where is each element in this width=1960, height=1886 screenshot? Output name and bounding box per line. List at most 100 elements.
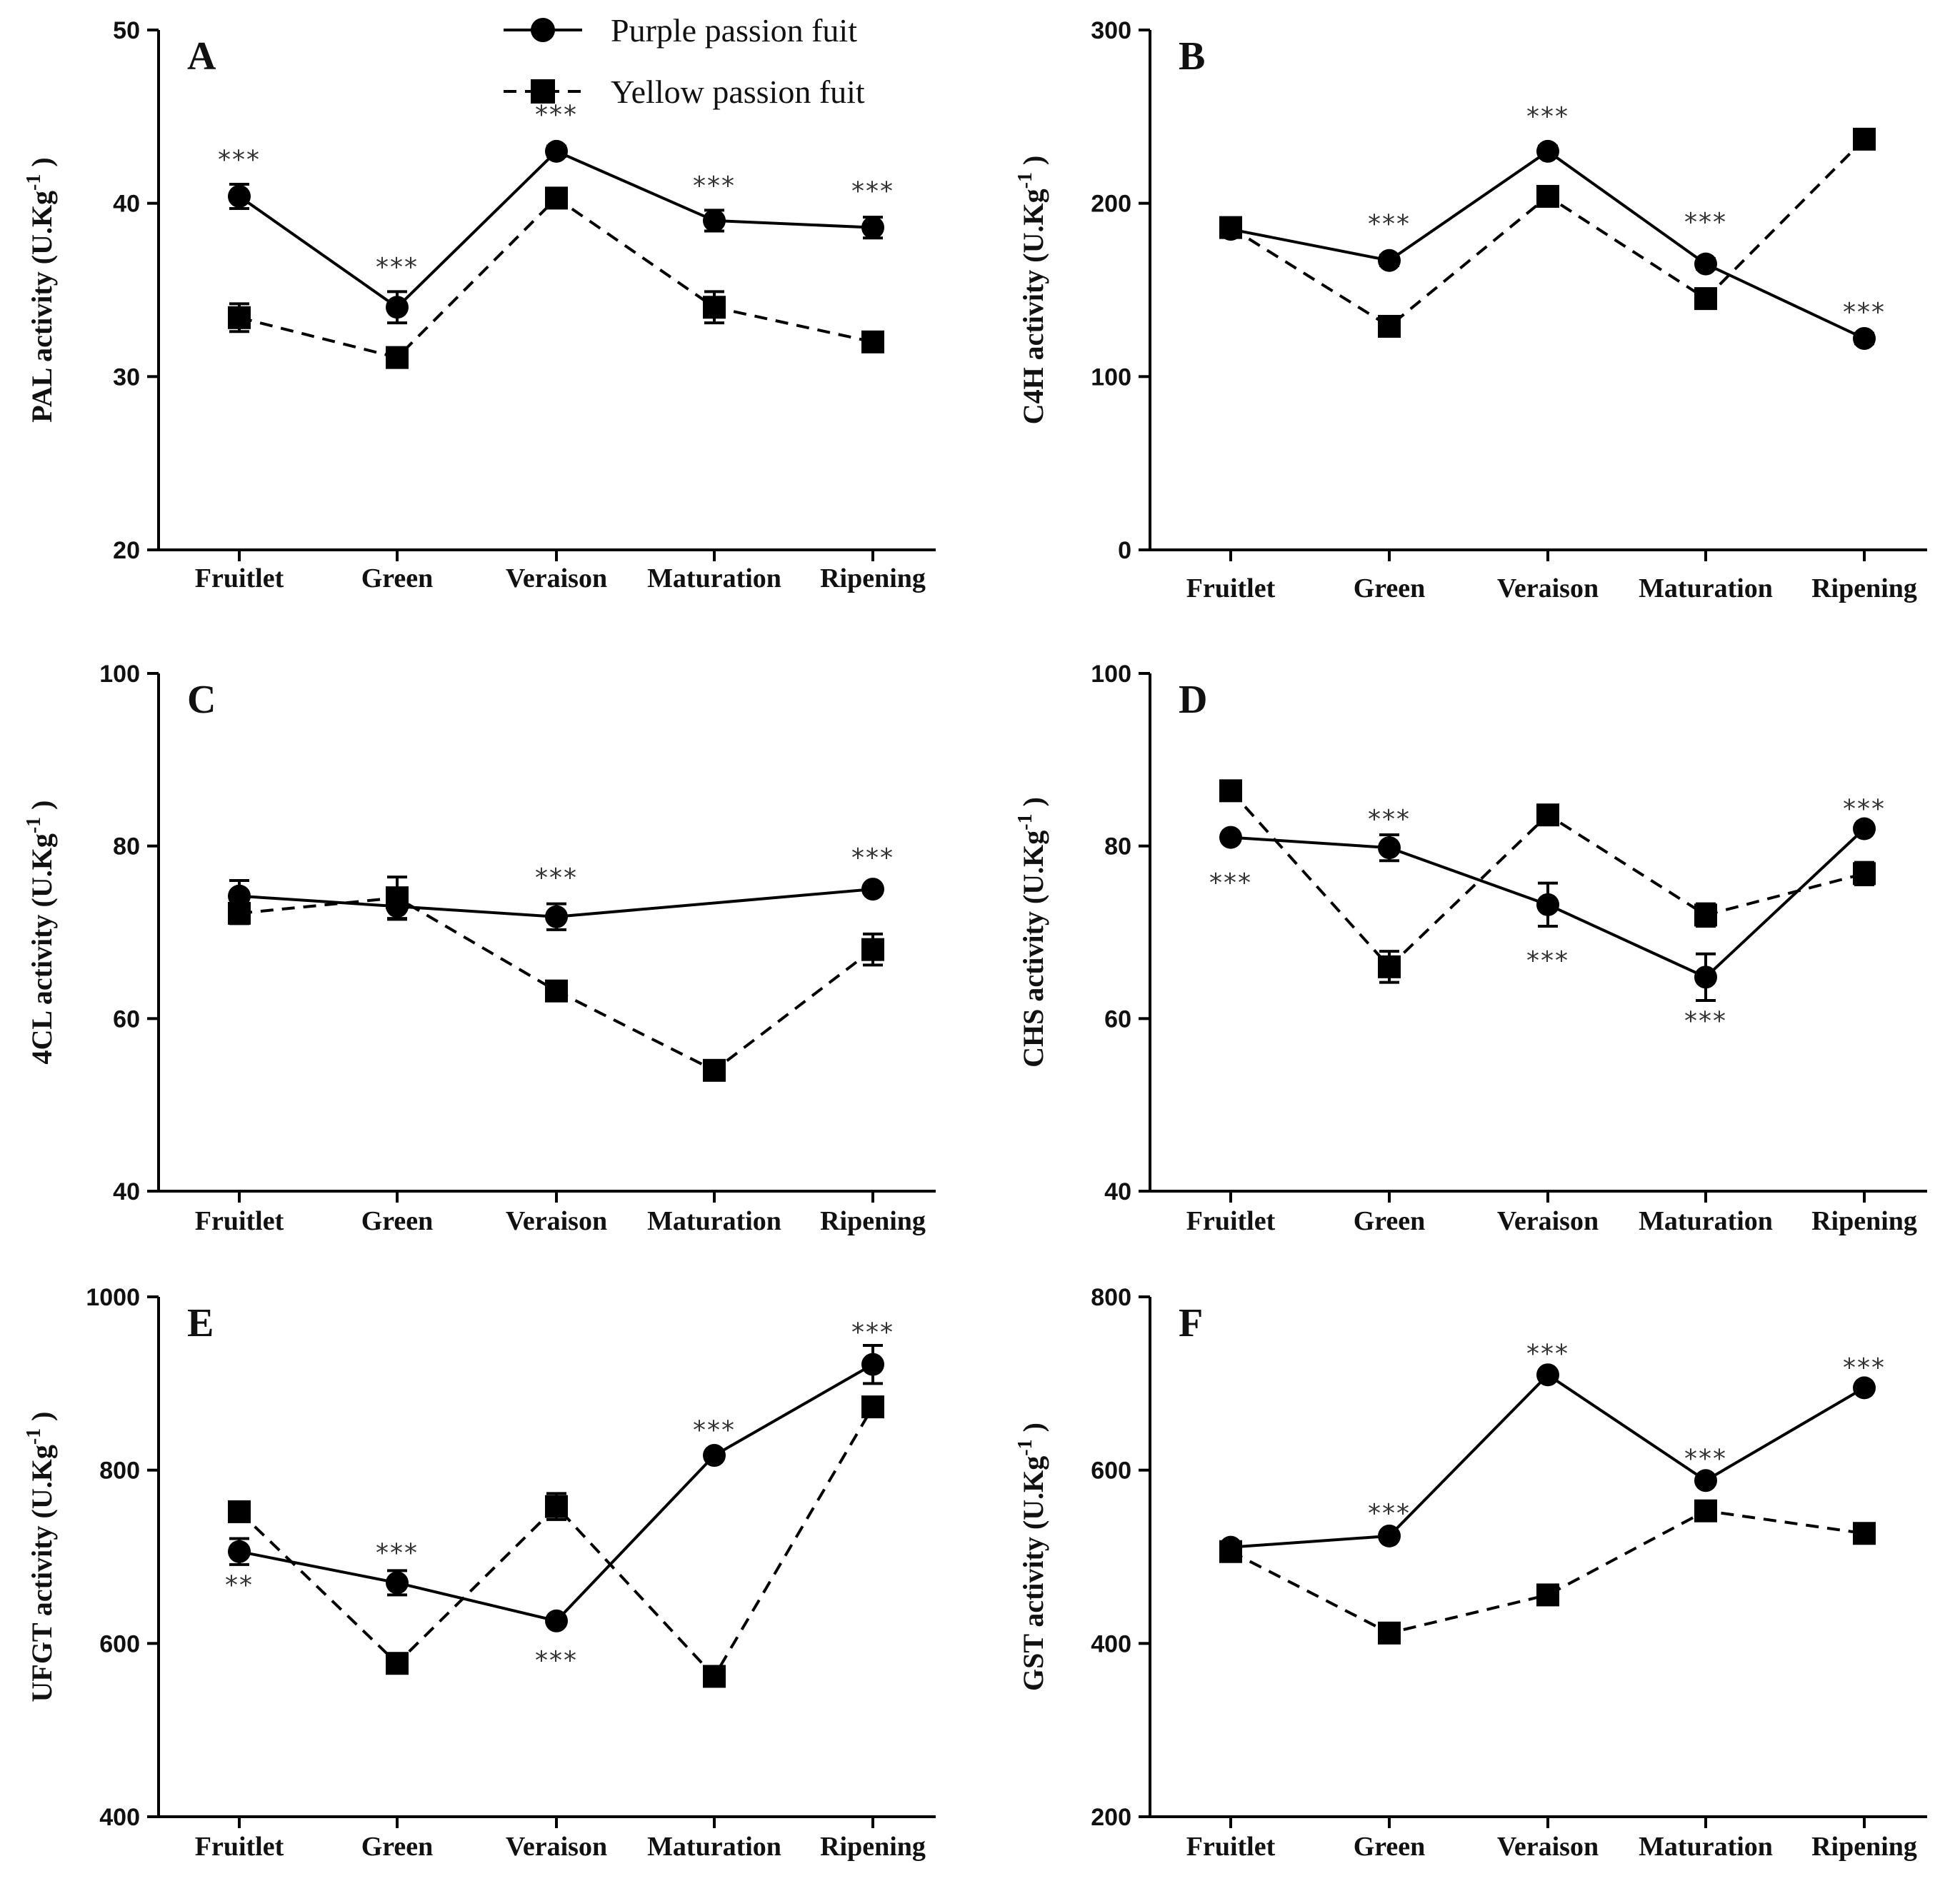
y-tick-label: 400 bbox=[99, 1804, 140, 1831]
significance-marker: *** bbox=[1843, 794, 1886, 823]
series-purple bbox=[1219, 139, 1876, 350]
y-tick-label: 100 bbox=[99, 661, 140, 688]
data-point-circle bbox=[1378, 1524, 1401, 1548]
y-tick-label: 40 bbox=[113, 1178, 140, 1205]
legend-purple-label: Purple passion fuit bbox=[611, 12, 857, 49]
data-point-circle bbox=[228, 884, 251, 908]
x-tick-label-ripening: Ripening bbox=[820, 1206, 926, 1236]
significance-marker: *** bbox=[535, 1646, 578, 1675]
significance-marker: *** bbox=[376, 1539, 419, 1568]
panel-c: 40 60 80 100 Fruitlet Green Veraison Maturation… bbox=[23, 661, 936, 1236]
data-point-circle bbox=[1536, 139, 1559, 163]
data-point-circle bbox=[1853, 817, 1876, 841]
y-tick-label: 800 bbox=[99, 1458, 140, 1485]
x-tick-label-fruitlet: Fruitlet bbox=[195, 563, 284, 593]
data-point-circle bbox=[861, 878, 884, 901]
series-line bbox=[1230, 1373, 1866, 1549]
data-point-square bbox=[1536, 184, 1559, 208]
x-tick-label-ripening: Ripening bbox=[820, 563, 926, 593]
significance-marker: *** bbox=[1368, 1499, 1411, 1528]
significance-marker: *** bbox=[376, 253, 419, 282]
series-purple bbox=[228, 1343, 884, 1632]
significance-marker: *** bbox=[693, 1415, 736, 1445]
y-axis-title-close: ) bbox=[1017, 156, 1049, 172]
panel-letter: E bbox=[187, 1301, 214, 1345]
x-tick-label-maturation: Maturation bbox=[1639, 573, 1773, 603]
y-axis-title-close: ) bbox=[1017, 797, 1049, 813]
y-axis-title-sup: -1 bbox=[1014, 172, 1036, 189]
y-tick-label: 30 bbox=[113, 363, 140, 391]
significance-marker: *** bbox=[851, 176, 894, 206]
data-point-circle bbox=[1694, 965, 1717, 989]
data-point-circle bbox=[386, 1571, 409, 1595]
data-point-square bbox=[386, 1652, 409, 1675]
data-point-circle bbox=[386, 895, 409, 918]
data-point-circle bbox=[545, 139, 568, 163]
y-tick-label: 1000 bbox=[86, 1284, 140, 1311]
panel-letter: A bbox=[187, 34, 216, 79]
y-tick-label: 100 bbox=[1091, 363, 1131, 391]
x-tick-label-ripening: Ripening bbox=[1811, 1206, 1917, 1236]
data-point-square bbox=[545, 1495, 568, 1518]
data-point-square bbox=[1694, 287, 1717, 311]
x-tick-label-fruitlet: Fruitlet bbox=[1186, 1206, 1276, 1236]
y-tick-label: 40 bbox=[1104, 1178, 1131, 1205]
data-point-square bbox=[1378, 314, 1401, 338]
series-line bbox=[1230, 1509, 1865, 1635]
data-point-circle bbox=[1378, 836, 1401, 860]
x-tick-label-green: Green bbox=[361, 1206, 434, 1236]
significance-marker: *** bbox=[1526, 102, 1569, 131]
y-axis-title-close: ) bbox=[26, 801, 58, 817]
x-tick-label-veraison: Veraison bbox=[506, 1832, 607, 1862]
data-point-circle bbox=[1694, 1469, 1717, 1493]
x-tick-label-maturation: Maturation bbox=[647, 1832, 781, 1862]
significance-marker: *** bbox=[851, 1318, 894, 1347]
x-tick-label-fruitlet: Fruitlet bbox=[1186, 1832, 1276, 1862]
data-point-square bbox=[228, 306, 251, 329]
y-axis-title-close: ) bbox=[26, 157, 58, 174]
y-tick-label: 200 bbox=[1091, 1804, 1131, 1831]
y-axis-title-main: 4CL activity (U.Kg bbox=[26, 833, 58, 1064]
series-purple bbox=[1219, 817, 1876, 1002]
data-point-square bbox=[1219, 779, 1242, 803]
y-axis-title-sup: -1 bbox=[1014, 813, 1036, 830]
data-point-circle bbox=[228, 1540, 251, 1563]
data-point-square bbox=[545, 979, 568, 1003]
data-point-circle bbox=[1219, 218, 1242, 241]
panels-layer: 20 30 40 50 Fruitlet Green Veraison Maturation R… bbox=[23, 17, 1927, 1862]
data-point-square bbox=[861, 330, 884, 353]
x-tick-label-maturation: Maturation bbox=[1639, 1206, 1773, 1236]
data-point-circle bbox=[703, 1444, 726, 1468]
y-tick-label: 600 bbox=[1091, 1458, 1131, 1485]
x-tick-label-maturation: Maturation bbox=[647, 563, 781, 593]
y-tick-label: 20 bbox=[113, 537, 140, 564]
significance-marker: *** bbox=[851, 843, 894, 873]
y-axis-title: CHS activity (U.Kg-1 ) bbox=[1014, 797, 1049, 1068]
y-tick-label: 600 bbox=[99, 1630, 140, 1657]
significance-marker: *** bbox=[1843, 298, 1886, 327]
y-tick-label: 200 bbox=[1091, 191, 1131, 218]
x-tick-label-fruitlet: Fruitlet bbox=[195, 1206, 284, 1236]
x-tick-label-veraison: Veraison bbox=[1497, 1832, 1599, 1862]
data-point-circle bbox=[1694, 252, 1717, 276]
significance-marker: ** bbox=[225, 1571, 254, 1600]
significance-marker: *** bbox=[693, 171, 736, 201]
significance-marker: *** bbox=[1209, 868, 1252, 898]
panel-f: 200 400 600 800 Fruitlet Green Veraison Maturat… bbox=[1014, 1284, 1927, 1862]
x-tick-label-ripening: Ripening bbox=[1811, 1832, 1917, 1862]
data-point-square bbox=[1853, 1522, 1876, 1545]
series-yellow bbox=[228, 1395, 884, 1688]
x-tick-label-green: Green bbox=[1354, 1206, 1426, 1236]
series-line bbox=[239, 888, 874, 918]
significance-marker: *** bbox=[1368, 209, 1411, 239]
panel-letter: D bbox=[1179, 678, 1207, 722]
legend-purple-marker bbox=[531, 18, 555, 42]
series-purple bbox=[228, 139, 884, 325]
x-tick-label-ripening: Ripening bbox=[820, 1832, 926, 1862]
data-point-square bbox=[861, 938, 884, 961]
panel-a: 20 30 40 50 Fruitlet Green Veraison Maturation R… bbox=[23, 17, 936, 593]
x-tick-label-green: Green bbox=[361, 1832, 434, 1862]
y-axis-title-sup: -1 bbox=[23, 817, 45, 833]
series-yellow bbox=[228, 186, 884, 369]
y-axis-title: C4H activity (U.Kg-1 ) bbox=[1014, 156, 1049, 425]
